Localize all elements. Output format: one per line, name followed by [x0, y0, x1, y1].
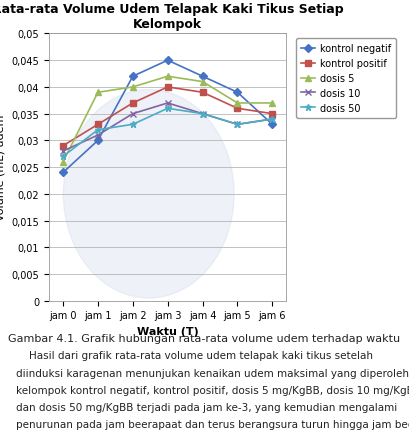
kontrol negatif: [270, 123, 275, 128]
dosis 50: [95, 128, 100, 133]
dosis 5: [130, 85, 135, 90]
Y-axis label: Volume (mL) udem: Volume (mL) udem: [0, 115, 6, 221]
X-axis label: Waktu (T): Waktu (T): [137, 326, 198, 336]
dosis 50: [270, 117, 275, 122]
kontrol positif: [61, 144, 65, 149]
Text: diinduksi karagenan menunjukan kenaikan udem maksimal yang diperoleh pada: diinduksi karagenan menunjukan kenaikan …: [16, 368, 409, 378]
Text: penurunan pada jam beerapaat dan terus berangsura turun hingga jam beerapm: penurunan pada jam beerapaat dan terus b…: [16, 419, 409, 429]
kontrol negatif: [165, 58, 170, 64]
kontrol positif: [235, 107, 240, 112]
dosis 50: [61, 154, 65, 160]
dosis 50: [235, 123, 240, 128]
kontrol negatif: [200, 74, 205, 80]
Line: dosis 5: dosis 5: [60, 74, 275, 165]
kontrol negatif: [61, 170, 65, 175]
Line: dosis 50: dosis 50: [60, 106, 276, 160]
Line: kontrol positif: kontrol positif: [60, 85, 275, 149]
dosis 5: [200, 80, 205, 85]
dosis 5: [235, 101, 240, 106]
dosis 10: [200, 112, 205, 117]
dosis 5: [165, 74, 170, 80]
dosis 10: [61, 149, 65, 154]
Ellipse shape: [63, 90, 234, 298]
Line: kontrol negatif: kontrol negatif: [60, 58, 275, 176]
kontrol positif: [130, 101, 135, 106]
kontrol positif: [270, 112, 275, 117]
dosis 5: [270, 101, 275, 106]
dosis 50: [200, 112, 205, 117]
dosis 5: [61, 160, 65, 165]
Text: kelompok kontrol negatif, kontrol positif, dosis 5 mg/KgBB, dosis 10 mg/KgBB: kelompok kontrol negatif, kontrol positi…: [16, 385, 409, 395]
kontrol negatif: [130, 74, 135, 80]
Text: dan dosis 50 mg/KgBB terjadi pada jam ke-3, yang kemudian mengalami: dan dosis 50 mg/KgBB terjadi pada jam ke…: [16, 402, 398, 412]
dosis 50: [130, 123, 135, 128]
Line: dosis 10: dosis 10: [60, 101, 275, 154]
dosis 10: [270, 117, 275, 122]
dosis 10: [95, 133, 100, 138]
kontrol negatif: [95, 138, 100, 144]
kontrol positif: [165, 85, 170, 90]
Title: Rata-rata Volume Udem Telapak Kaki Tikus Setiap
Kelompok: Rata-rata Volume Udem Telapak Kaki Tikus…: [0, 3, 344, 31]
dosis 50: [165, 107, 170, 112]
dosis 5: [95, 90, 100, 95]
dosis 10: [165, 101, 170, 106]
Text: Hasil dari grafik rata-rata volume udem telapak kaki tikus setelah: Hasil dari grafik rata-rata volume udem …: [16, 350, 373, 360]
kontrol positif: [95, 123, 100, 128]
kontrol positif: [200, 90, 205, 95]
Legend: kontrol negatif, kontrol positif, dosis 5, dosis 10, dosis 50: kontrol negatif, kontrol positif, dosis …: [296, 39, 396, 118]
dosis 10: [235, 123, 240, 128]
dosis 10: [130, 112, 135, 117]
kontrol negatif: [235, 90, 240, 95]
Text: Gambar 4.1. Grafik hubungan rata-rata volume udem terhadap waktu: Gambar 4.1. Grafik hubungan rata-rata vo…: [9, 333, 400, 343]
